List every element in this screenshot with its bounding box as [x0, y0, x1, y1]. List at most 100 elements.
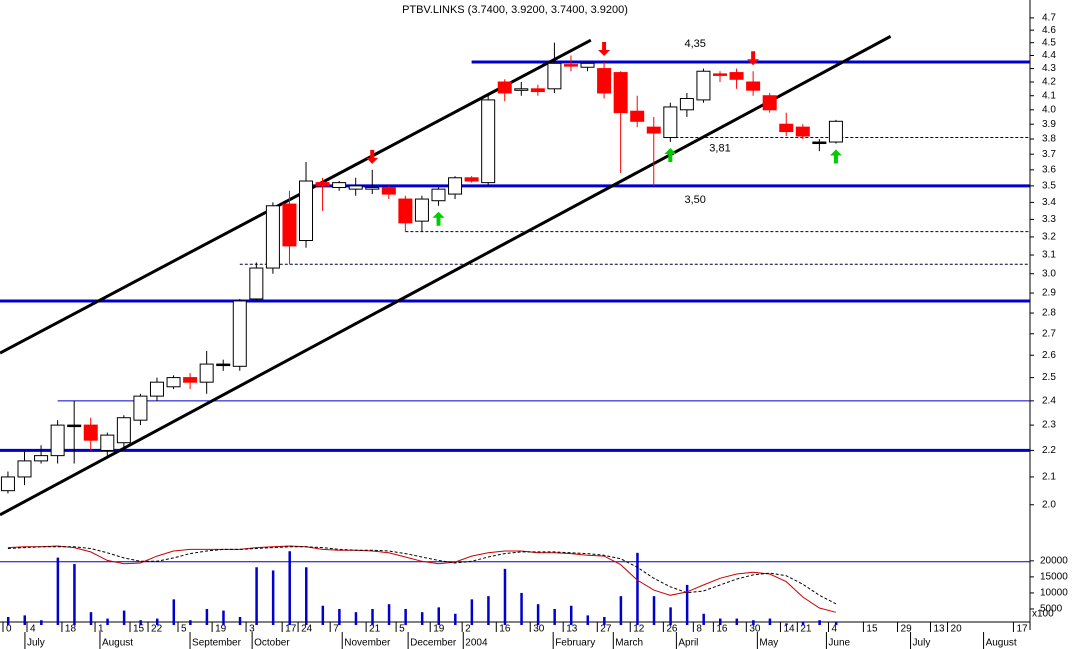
candle-body — [597, 68, 612, 94]
candle-body — [630, 110, 645, 122]
volume-bar — [172, 599, 176, 625]
candle-body — [299, 180, 314, 242]
candle-body — [332, 182, 347, 189]
month-label: August — [986, 638, 1017, 649]
volume-bar — [139, 620, 142, 625]
buy-arrow — [664, 148, 677, 163]
volume-bar — [536, 604, 540, 625]
x-tick-label: 19 — [215, 624, 227, 635]
y-tick-label: 2.7 — [1042, 328, 1056, 339]
volume-bar — [420, 612, 424, 625]
y-tick-label: 2.2 — [1042, 445, 1056, 456]
month-label: June — [828, 638, 850, 649]
volume-bar — [321, 605, 325, 625]
x-tick-label: 24 — [301, 624, 313, 635]
y-tick-label: 3.3 — [1042, 214, 1056, 225]
x-tick-label: 5 — [399, 624, 405, 635]
x-tick-label: 13 — [933, 624, 945, 635]
candle-body — [563, 64, 578, 67]
sell-arrow — [598, 41, 611, 56]
volume-tick-label: 5000 — [1040, 604, 1063, 615]
buy-arrow — [432, 211, 445, 226]
candle-body — [67, 424, 82, 428]
candle-body — [497, 81, 512, 94]
candle-body — [315, 182, 330, 187]
month-label: May — [759, 638, 778, 649]
candle-body — [365, 187, 380, 190]
trend-line — [0, 35, 892, 517]
candle-body — [50, 424, 65, 457]
candle-body — [348, 185, 363, 190]
candle-body — [663, 106, 678, 139]
y-tick-label: 4.1 — [1042, 90, 1056, 101]
y-tick-label: 3.1 — [1042, 250, 1056, 261]
candle-body — [133, 395, 148, 421]
candle-body — [166, 377, 181, 388]
y-tick-label: 4.2 — [1042, 77, 1056, 88]
month-label: September — [192, 638, 242, 649]
x-tick-label: 3 — [249, 624, 255, 635]
volume-bar — [288, 551, 291, 625]
y-tick-label: 3.2 — [1042, 232, 1056, 243]
oscillator-line — [7, 546, 837, 605]
x-tick-label: 4 — [30, 624, 36, 635]
candle-body — [812, 141, 827, 145]
volume-bar — [271, 570, 275, 625]
candle-body — [679, 98, 694, 111]
volume-bar — [404, 608, 407, 625]
volume-unit: x100 — [1032, 609, 1054, 620]
x-tick-label: 21 — [369, 624, 381, 635]
x-tick-label: 20 — [951, 624, 963, 635]
x-tick-label: 26 — [666, 624, 678, 635]
volume-bar — [801, 621, 805, 625]
x-tick-label: 30 — [749, 624, 761, 635]
y-tick-label: 4.4 — [1042, 50, 1056, 61]
volume-bar — [238, 616, 242, 625]
volume-bar — [785, 623, 788, 625]
candle-body — [729, 72, 744, 80]
candle-body — [580, 62, 595, 68]
volume-bar — [40, 620, 43, 625]
candle-body — [696, 70, 711, 101]
volume-tick-label: 20000 — [1040, 555, 1068, 566]
volume-bar — [652, 596, 656, 625]
volume-bar — [619, 596, 623, 625]
chart-title: PTBV.LINKS (3.7400, 3.9200, 3.7400, 3.92… — [402, 4, 628, 16]
candle-body — [34, 455, 49, 462]
x-tick-label: 19 — [433, 624, 445, 635]
month-label: December — [410, 638, 457, 649]
candle-body — [779, 123, 794, 133]
volume-bar — [89, 612, 93, 625]
y-tick-label: 2.8 — [1042, 308, 1056, 319]
x-tick-label: 12 — [633, 624, 645, 635]
candle-body — [547, 62, 562, 90]
candle-body — [116, 417, 131, 444]
volume-bar — [470, 599, 474, 625]
x-tick-label: 15 — [133, 624, 145, 635]
volume-tick-label: 10000 — [1040, 588, 1068, 599]
volume-bar — [73, 564, 76, 625]
candle-body — [431, 188, 446, 202]
volume-bar — [56, 557, 60, 625]
candle-body — [199, 363, 214, 383]
volume-bar — [603, 616, 606, 625]
month-label: July — [27, 638, 45, 649]
month-label: April — [678, 638, 698, 649]
volume-bar — [685, 584, 689, 625]
volume-bar — [520, 592, 523, 625]
x-tick-label: 17 — [1016, 624, 1028, 635]
y-tick-label: 3.0 — [1042, 268, 1056, 279]
candle-body — [762, 95, 777, 111]
candle-body — [216, 363, 231, 367]
month-label: July — [913, 638, 931, 649]
trend-line — [0, 38, 592, 355]
y-tick-label: 2.4 — [1042, 395, 1056, 406]
volume-tick-label: 15000 — [1040, 572, 1068, 583]
candle-body — [183, 377, 198, 383]
candle-body — [0, 476, 15, 492]
volume-bar — [719, 618, 722, 625]
volume-bar — [371, 608, 374, 625]
volume-bar — [255, 567, 258, 625]
level-label: 3,50 — [684, 194, 705, 206]
sell-arrow — [366, 149, 379, 164]
